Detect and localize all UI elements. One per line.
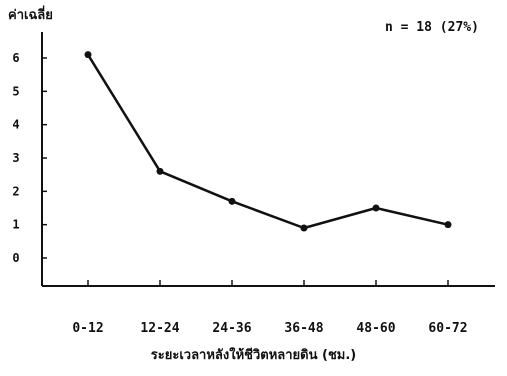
data-point — [156, 167, 164, 175]
y-tick-label: 6 — [12, 51, 19, 65]
y-tick-label: 0 — [12, 251, 19, 265]
data-point — [372, 204, 380, 212]
y-tick-label: 5 — [12, 84, 19, 98]
x-axis-label: ระยะเวลาหลังให้ชีวิตหลายดิน (ชม.) — [150, 348, 357, 363]
x-tick-label: 24-36 — [212, 321, 251, 336]
y-tick-label: 3 — [12, 151, 19, 165]
data-point — [84, 51, 92, 59]
series-line — [86, 54, 449, 230]
x-tick-label: 0-12 — [72, 321, 103, 336]
data-point — [300, 224, 308, 232]
sample-size-annotation: n = 18 (27%) — [385, 20, 479, 35]
y-tick-label: 4 — [12, 118, 19, 132]
x-tick-label: 60-72 — [428, 321, 467, 336]
x-tick-label: 36-48 — [284, 321, 323, 336]
x-tick-label: 12-24 — [140, 321, 179, 336]
data-point — [228, 197, 236, 205]
data-point — [444, 221, 452, 229]
y-axis-label: ค่าเฉลี่ย — [8, 8, 53, 23]
y-tick-label: 2 — [12, 184, 19, 198]
y-tick-label: 1 — [12, 218, 19, 232]
x-tick-label: 48-60 — [356, 321, 395, 336]
